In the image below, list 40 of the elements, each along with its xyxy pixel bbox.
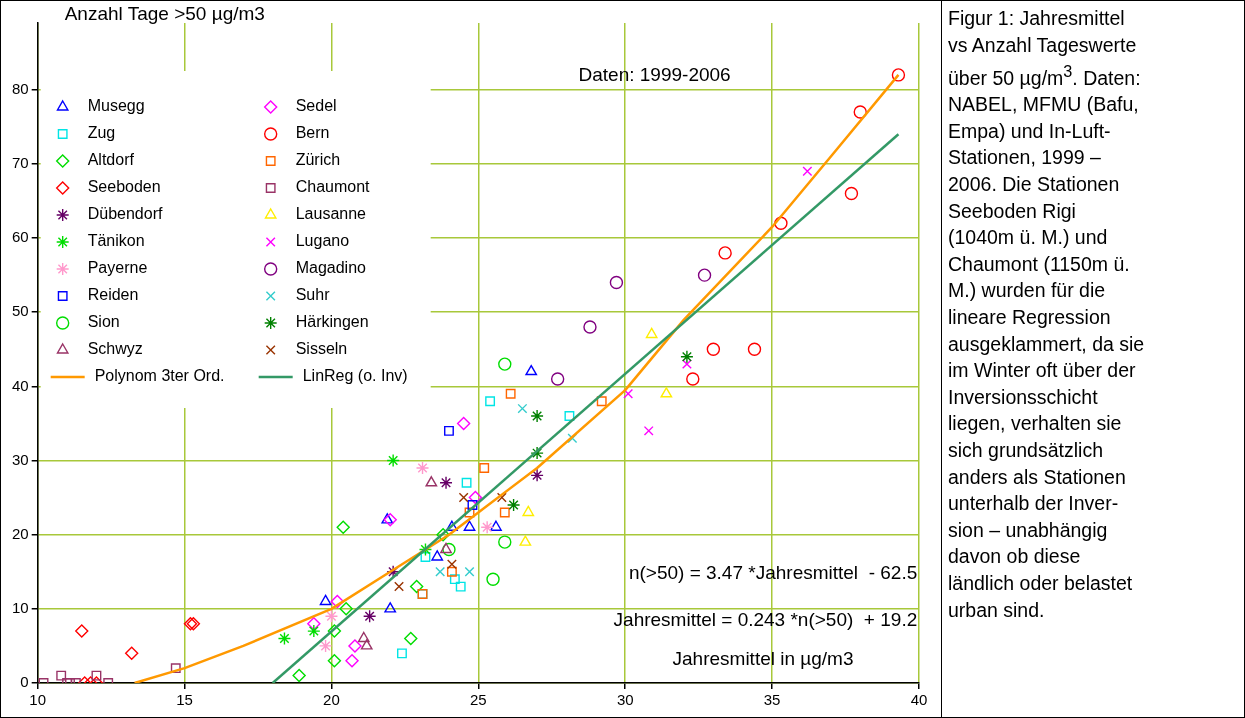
legend-label: LinReg (o. Inv) (302, 367, 408, 385)
x-tick-label: 30 (616, 691, 634, 709)
legend-label: Sion (87, 313, 120, 331)
x-tick-label: 25 (470, 691, 487, 709)
legend-label: Schwyz (87, 340, 143, 358)
y-tick-label: 60 (12, 228, 29, 246)
legend-label: Reiden (87, 286, 139, 304)
x-tick-label: 35 (763, 691, 781, 709)
y-tick-label: 70 (12, 154, 29, 172)
legend-label: Härkingen (295, 313, 369, 331)
legend-label: Suhr (295, 286, 331, 304)
x-tick-label: 15 (176, 691, 193, 709)
legend-label: Sedel (295, 97, 337, 115)
legend-label: Musegg (87, 97, 145, 115)
x-tick-label: 10 (29, 691, 47, 709)
legend-label: Lugano (295, 232, 350, 250)
y-tick-label: 50 (12, 302, 29, 320)
legend-label: Polynom 3ter Ord. (94, 367, 225, 385)
x-tick-label: 40 (910, 691, 928, 709)
legend-label: Sisseln (295, 340, 348, 358)
legend-label: Bern (295, 124, 330, 142)
legend-label: Altdorf (87, 151, 135, 169)
legend-label: Tänikon (87, 232, 145, 250)
y-tick-label: 30 (12, 450, 29, 468)
y-tick-label: 40 (12, 376, 29, 394)
y-tick-label: 0 (20, 673, 29, 691)
legend-label: Chaumont (295, 178, 371, 196)
y-axis-title: Anzahl Tage >50 µg/m3 (64, 3, 265, 25)
text: Figur 1: Jahresmittel vs Anzahl Tageswerte über 50 µg/m$^{3}$. Daten: NABEL, MFMU (Bafu, Empa) und In-Luft- Stationen, 1999 – 2006. Die Stationen Seeboden Rigi (1040m ü. M.) und Chaumont (1150m ü. M.) wurden für die lineare Regression ausgeklammert, da sie im Winter oft über der Inversionsschicht liegen, verhalten sie sich grundsätzlich anders als Stationen unterhalb der Inver- sion – unabhängig davon ob diese ländlich oder belastet urban sind. (948, 7, 1145, 621)
y-tick-label: 80 (12, 79, 29, 97)
legend-label: Dübendorf (87, 205, 163, 223)
x-tick-label: 20 (323, 691, 340, 709)
y-tick-label: 20 (12, 524, 29, 542)
legend-label: Zürich (295, 151, 341, 169)
legend-label: Seeboden (87, 178, 161, 196)
legend-label: Payerne (87, 259, 148, 277)
legend-label: Magadino (295, 259, 367, 277)
legend-label: Lausanne (295, 205, 367, 223)
y-tick-label: 10 (12, 598, 29, 616)
legend-label: Zug (87, 124, 116, 142)
